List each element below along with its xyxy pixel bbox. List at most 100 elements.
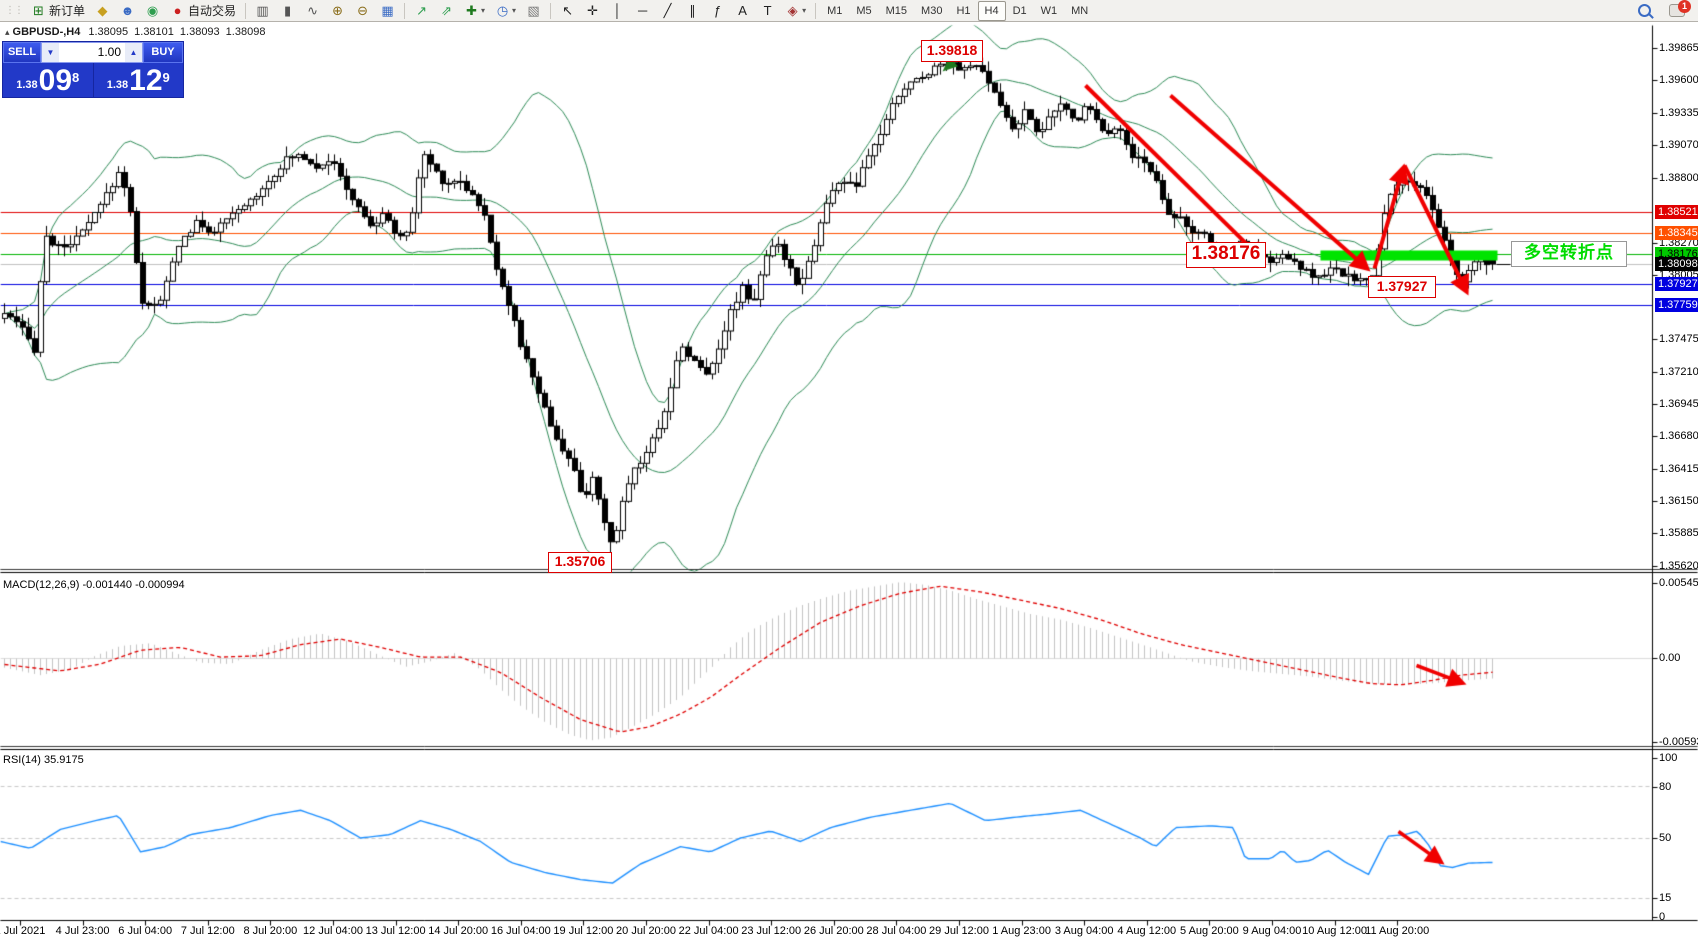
text-button[interactable]: A (731, 1, 754, 21)
signal-button[interactable]: ◉ (141, 1, 164, 21)
eraser-button[interactable]: ◆ (91, 1, 114, 21)
template-button[interactable]: ▧ (522, 1, 545, 21)
cursor-button[interactable]: ↖ (556, 1, 579, 21)
time-axis-label: 28 Jul 04:00 (866, 925, 927, 937)
profile-button[interactable]: ☻ (116, 1, 139, 21)
buy-price[interactable]: 1.38 12 9 (94, 63, 184, 97)
cursor-icon: ↖ (562, 2, 574, 18)
rsi-scale-tick: 50 (1659, 832, 1672, 844)
timeframe-button-d1[interactable]: D1 (1012, 4, 1027, 17)
rsi-scale-tick: 100 (1659, 752, 1678, 764)
bar-chart-button[interactable]: ▥ (251, 1, 274, 21)
vertical-line-button[interactable]: │ (606, 1, 629, 21)
time-axis-label: 23 Jul 12:00 (741, 925, 802, 937)
toolbar: ⋮⋮ ⊞ 新订单 ◆ ☻ ◉ ● 自动交易 ▥ ▮ ∿ ⊕ ⊖ ▦ ↗ ⇗ ✚ ▾ ◷ ▾ ▧ ↖ ✛ │ ─ ╱ ∥ ƒ A T ◈ ▾ M1… (0, 0, 1698, 22)
notification-badge: 1 (1678, 0, 1691, 13)
autotrading-icon: ● (173, 2, 182, 18)
buy-button[interactable]: BUY (143, 42, 183, 63)
crosshair-icon: ✛ (587, 2, 599, 18)
price-scale-tick: 1.36680 (1659, 430, 1698, 443)
search-button[interactable] (1630, 1, 1659, 21)
time-axis-label: 1 Jul 2021 (0, 925, 46, 937)
one-click-trading-panel: SELL ▼ 1.00 ▲ BUY 1.38 09 8 1.38 12 9 (2, 41, 184, 98)
price-scale-tick: 1.39070 (1659, 138, 1698, 151)
volume-increase-button[interactable]: ▲ (125, 43, 142, 62)
timeframe-button-w1[interactable]: W1 (1040, 4, 1058, 17)
fibonacci-icon: ƒ (713, 2, 722, 18)
vertical-line-icon: │ (613, 2, 622, 18)
timeframe-button-h1[interactable]: H1 (956, 4, 971, 17)
volume-input[interactable]: 1.00 (97, 45, 121, 59)
time-axis-label: 19 Jul 12:00 (553, 925, 614, 937)
rsi-scale-tick: 80 (1659, 781, 1672, 793)
clock-button[interactable]: ◷ ▾ (491, 1, 520, 21)
price-scale-tick: 1.39865 (1659, 42, 1698, 55)
ohlc-high: 1.38101 (134, 26, 174, 38)
toolbar-separator (550, 2, 552, 19)
signal-icon: ◉ (146, 2, 159, 18)
macd-scale-tick: 0.00 (1659, 652, 1681, 664)
horizontal-line-icon: ─ (637, 2, 648, 18)
zoom-in-button[interactable]: ⊕ (326, 1, 349, 21)
tile-windows-icon: ▦ (381, 2, 394, 18)
timeframe-button-mn[interactable]: MN (1071, 4, 1089, 17)
toolbar-separator (404, 2, 406, 19)
volume-decrease-button[interactable]: ▼ (42, 43, 59, 62)
price-scale-label-138098: 1.38098 (1655, 256, 1698, 271)
rsi-label: RSI(14) 35.9175 (3, 754, 84, 766)
price-scale-label-138521: 1.38521 (1655, 204, 1698, 219)
add-indicator-button[interactable]: ✚ ▾ (460, 1, 489, 21)
timeframe-button-m15[interactable]: M15 (885, 4, 908, 17)
label-icon: T (763, 2, 772, 18)
indicator-window-button[interactable]: ⇗ (435, 1, 458, 21)
zoom-out-button[interactable]: ⊖ (351, 1, 374, 21)
price-scale-tick: 1.36150 (1659, 495, 1698, 508)
search-icon (1638, 4, 1651, 17)
timeframe-button-m30[interactable]: M30 (921, 4, 943, 17)
tile-windows-button[interactable]: ▦ (376, 1, 399, 21)
candlestick-button[interactable]: ▮ (276, 1, 299, 21)
rsi-name: RSI(14) (3, 754, 41, 766)
macd-scale-tick: 0.005455 (1659, 577, 1698, 589)
time-axis-label: 6 Jul 04:00 (118, 925, 173, 937)
trendline-icon: ╱ (663, 2, 672, 18)
new-order-button[interactable]: ⊞ 新订单 (27, 1, 89, 21)
price-scale-label-138345: 1.38345 (1655, 226, 1698, 241)
channel-button[interactable]: ∥ (681, 1, 704, 21)
chat-icon: 1 (1669, 0, 1691, 17)
fibonacci-button[interactable]: ƒ (706, 1, 729, 21)
macd-value-main: -0.001440 (82, 579, 133, 591)
line-chart-icon: ∿ (307, 2, 318, 18)
trendline-button[interactable]: ╱ (656, 1, 679, 21)
timeframe-button-h4[interactable]: H4 (977, 0, 1006, 21)
channel-icon: ∥ (689, 2, 696, 18)
dropdown-arrow-icon: ▾ (512, 6, 517, 15)
horizontal-line-button[interactable]: ─ (631, 1, 654, 21)
time-axis-label: 7 Jul 12:00 (180, 925, 235, 937)
time-axis-label: 10 Aug 12:00 (1302, 925, 1368, 937)
sell-button[interactable]: SELL (3, 42, 41, 63)
price-scale-tick: 1.36945 (1659, 398, 1698, 411)
price-annotation-139818: 1.39818 (921, 40, 983, 62)
chat-button[interactable]: 1 (1661, 0, 1695, 21)
price-scale-label-137927: 1.37927 (1655, 277, 1698, 292)
time-axis-label: 3 Aug 04:00 (1054, 925, 1114, 937)
autotrading-button[interactable]: ● 自动交易 (166, 1, 240, 21)
ohlc-low: 1.38093 (179, 26, 220, 38)
chart-marker-icon: ▴ (5, 27, 10, 37)
indicators-button[interactable]: ↗ (410, 1, 433, 21)
timeframe-button-m5[interactable]: M5 (856, 4, 872, 17)
line-chart-button[interactable]: ∿ (301, 1, 324, 21)
sell-price-sup: 8 (72, 70, 80, 85)
volume-stepper: ▼ 1.00 ▲ (41, 42, 143, 63)
clock-icon: ◷ (496, 2, 509, 18)
label-button[interactable]: T (756, 1, 779, 21)
sell-price[interactable]: 1.38 09 8 (3, 63, 94, 97)
shapes-button[interactable]: ◈ ▾ (781, 1, 810, 21)
toolbar-separator (815, 2, 817, 19)
crosshair-button[interactable]: ✛ (581, 1, 604, 21)
template-icon: ▧ (527, 2, 540, 18)
timeframe-button-m1[interactable]: M1 (827, 4, 843, 17)
rsi-value: 35.9175 (43, 754, 84, 766)
